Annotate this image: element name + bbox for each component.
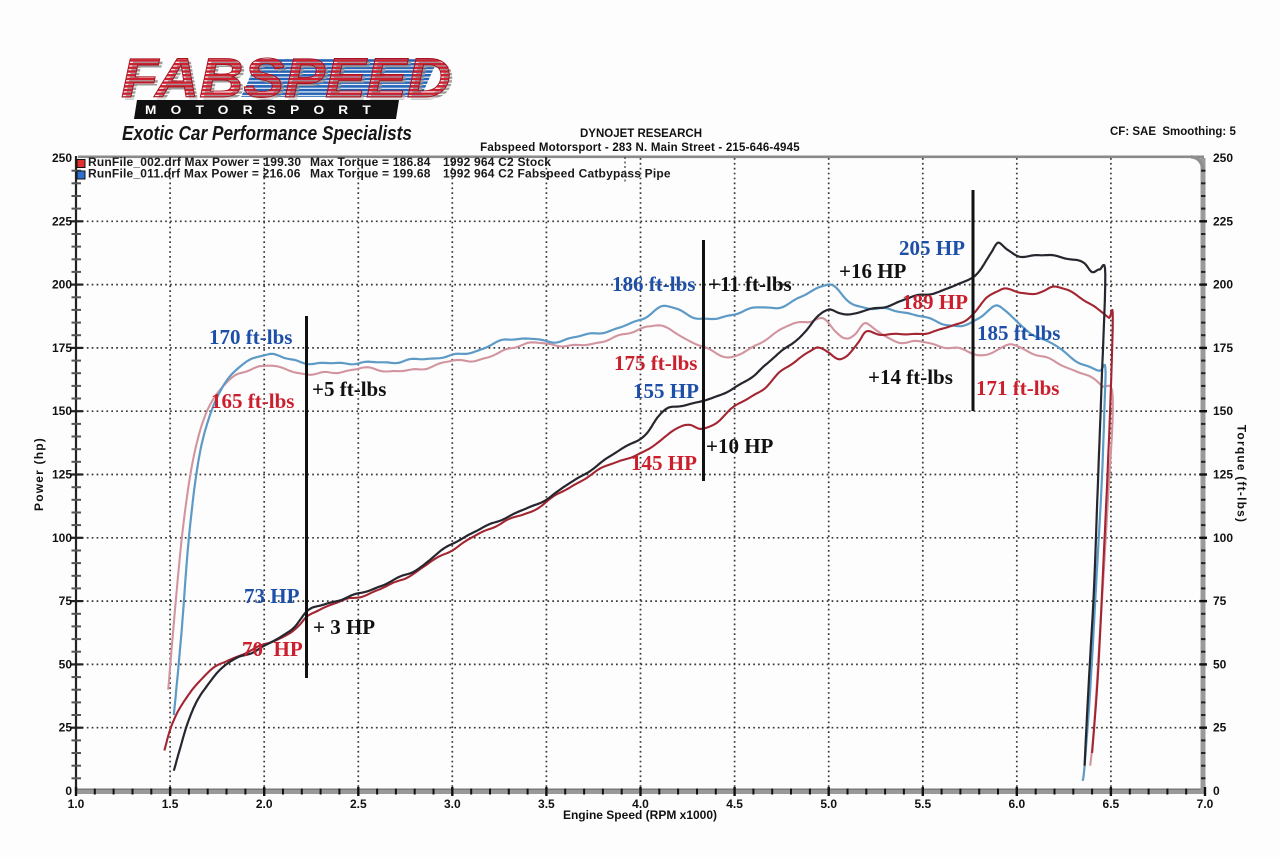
svg-text:175: 175	[1213, 341, 1233, 355]
svg-text:2.5: 2.5	[350, 797, 367, 811]
svg-text:RunFile_002.drf Max Power = 19: RunFile_002.drf Max Power = 199.30	[88, 155, 301, 169]
svg-text:1.5: 1.5	[162, 797, 179, 811]
svg-text:0: 0	[1213, 784, 1220, 798]
svg-text:100: 100	[52, 531, 72, 545]
svg-text:7.0: 7.0	[1197, 797, 1214, 811]
svg-text:4.0: 4.0	[632, 797, 649, 811]
svg-text:125: 125	[52, 468, 72, 482]
svg-text:FABSPEED: FABSPEED	[121, 46, 451, 109]
svg-text:Power (hp): Power (hp)	[32, 437, 46, 511]
svg-text:4.5: 4.5	[726, 797, 743, 811]
svg-text:73 HP: 73 HP	[244, 584, 300, 608]
svg-text:170 ft-lbs: 170 ft-lbs	[209, 325, 292, 349]
svg-text:175: 175	[52, 341, 72, 355]
svg-text:70 HP: 70 HP	[242, 637, 303, 661]
svg-text:50: 50	[1213, 657, 1227, 671]
svg-text:50: 50	[59, 657, 73, 671]
svg-text:6.0: 6.0	[1008, 797, 1025, 811]
svg-text:Fabspeed Motorsport - 283 N. M: Fabspeed Motorsport - 283 N. Main Street…	[480, 142, 800, 154]
svg-text:Exotic Car Performance Special: Exotic Car Performance Specialists	[122, 123, 412, 145]
svg-text:Max Torque = 186.84: Max Torque = 186.84	[310, 155, 431, 169]
svg-text:MOTORSPORT: MOTORSPORT	[145, 105, 385, 117]
svg-text:150: 150	[1213, 404, 1233, 418]
svg-text:189 HP: 189 HP	[902, 290, 968, 314]
svg-text:25: 25	[59, 721, 73, 735]
svg-text:5.5: 5.5	[914, 797, 931, 811]
svg-text:205 HP: 205 HP	[899, 236, 965, 260]
svg-text:225: 225	[52, 214, 72, 228]
svg-text:0: 0	[65, 784, 72, 798]
svg-text:175 ft-lbs: 175 ft-lbs	[614, 351, 697, 375]
svg-text:25: 25	[1213, 721, 1227, 735]
svg-text:1.0: 1.0	[68, 797, 85, 811]
svg-text:6.5: 6.5	[1103, 797, 1120, 811]
svg-text:200: 200	[52, 278, 72, 292]
svg-text:+ 3 HP: + 3 HP	[313, 615, 375, 639]
svg-text:+14 ft-lbs: +14 ft-lbs	[868, 365, 953, 389]
svg-text:Torque (ft-lbs): Torque (ft-lbs)	[1235, 425, 1249, 523]
svg-text:155 HP: 155 HP	[633, 379, 699, 403]
svg-text:RunFile_011.drf Max Power = 21: RunFile_011.drf Max Power = 216.06	[88, 167, 301, 181]
svg-text:2.0: 2.0	[256, 797, 273, 811]
svg-text:DYNOJET RESEARCH: DYNOJET RESEARCH	[580, 128, 702, 140]
svg-text:165 ft-lbs: 165 ft-lbs	[211, 389, 294, 413]
svg-text:75: 75	[59, 594, 73, 608]
svg-text:Engine Speed (RPM x1000): Engine Speed (RPM x1000)	[563, 808, 717, 822]
svg-text:Max Torque = 199.68: Max Torque = 199.68	[310, 167, 431, 181]
svg-text:125: 125	[1213, 468, 1233, 482]
svg-text:1992 964 C2 Stock: 1992 964 C2 Stock	[443, 155, 551, 169]
svg-text:185 ft-lbs: 185 ft-lbs	[977, 321, 1060, 345]
svg-text:145 HP: 145 HP	[631, 451, 697, 475]
svg-text:75: 75	[1213, 594, 1227, 608]
svg-text:100: 100	[1213, 531, 1233, 545]
svg-text:225: 225	[1213, 214, 1233, 228]
svg-text:186 ft-lbs: 186 ft-lbs	[612, 272, 695, 296]
svg-text:171 ft-lbs: 171 ft-lbs	[976, 376, 1059, 400]
svg-text:3.0: 3.0	[444, 797, 461, 811]
svg-text:CF: SAE Smoothing: 5: CF: SAE Smoothing: 5	[1110, 126, 1236, 138]
svg-text:+11 ft-lbs: +11 ft-lbs	[708, 272, 792, 296]
svg-text:+16 HP: +16 HP	[839, 259, 907, 283]
svg-text:250: 250	[52, 151, 72, 165]
svg-text:150: 150	[52, 404, 72, 418]
svg-text:3.5: 3.5	[538, 797, 555, 811]
svg-text:+10 HP: +10 HP	[706, 434, 774, 458]
svg-text:5.0: 5.0	[820, 797, 837, 811]
svg-text:200: 200	[1213, 278, 1233, 292]
svg-text:1992 964 C2 Fabspeed Catbypass: 1992 964 C2 Fabspeed Catbypass Pipe	[443, 167, 671, 181]
svg-text:250: 250	[1213, 151, 1233, 165]
svg-text:+5 ft-lbs: +5 ft-lbs	[312, 377, 386, 401]
